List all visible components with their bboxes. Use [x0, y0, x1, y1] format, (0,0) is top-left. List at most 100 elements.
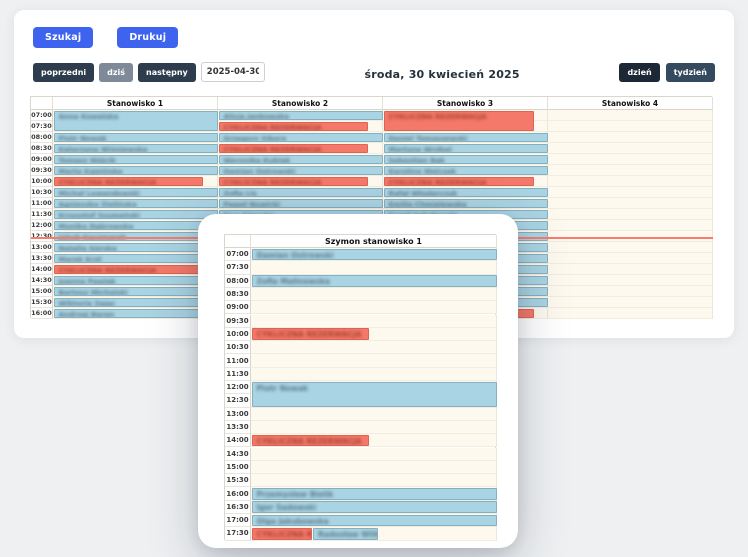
time-cell: 15:00 [225, 460, 251, 475]
booking-block[interactable]: Weronika Kubiak [218, 154, 383, 164]
booking-block[interactable]: Katarzyna Wiśniewska [53, 143, 218, 153]
slot-cell[interactable] [548, 297, 713, 308]
search-button[interactable]: Szukaj [33, 27, 94, 48]
slot-cell[interactable] [548, 275, 713, 286]
recurring-block[interactable]: CYKLICZNA REZERWACJA [53, 264, 203, 274]
booking-block[interactable]: Grzegorz Sikora [218, 132, 383, 142]
booking-block[interactable]: Krzysztof Szymański [53, 209, 218, 219]
slot-cell[interactable] [251, 407, 497, 421]
slot-cell[interactable] [548, 308, 713, 319]
booking-block[interactable]: Natalia Górska [53, 242, 218, 252]
slot-cell[interactable] [548, 264, 713, 275]
booking-block[interactable]: Daniel Tomaszewski [383, 132, 548, 142]
slot-cell[interactable] [548, 242, 713, 253]
time-cell: 14:30 [225, 447, 251, 461]
today-button[interactable]: dziś [99, 62, 134, 82]
time-cell: 15:30 [225, 474, 251, 488]
slot-cell[interactable] [548, 176, 713, 187]
block-label: Marek Król [58, 255, 102, 263]
booking-block[interactable]: Paweł Nowicki [218, 198, 383, 208]
booking-block[interactable]: Piotr Nowak [53, 132, 218, 142]
time-cell: 11:30 [225, 367, 251, 381]
booking-block[interactable]: Agnieszka Zielińska [53, 198, 218, 208]
time-cell: 11:30 [31, 209, 53, 220]
recurring-block[interactable]: CYKLICZNA REZERWACJA [251, 328, 369, 341]
block-label: Weronika Kubiak [223, 156, 291, 164]
slot-cell[interactable] [251, 301, 497, 315]
recurring-block[interactable]: CYKLICZNA REZERWACJA [251, 434, 369, 447]
slot-cell[interactable] [548, 132, 713, 143]
slot-cell[interactable] [548, 286, 713, 297]
slot-cell[interactable] [548, 110, 713, 121]
booking-block[interactable]: Zofia Malinowska [251, 275, 497, 287]
slot-cell[interactable] [548, 154, 713, 165]
booking-block[interactable]: Tomasz Wójcik [53, 154, 218, 164]
booking-block[interactable]: Karolina Walczak [383, 165, 548, 175]
recurring-block[interactable]: CYKLICZNA REZERWACJA [383, 176, 535, 186]
slot-cell[interactable] [251, 287, 497, 302]
slot-cell[interactable] [251, 314, 497, 328]
booking-block[interactable]: Piotr Nowak [251, 381, 497, 407]
time-cell: 13:00 [225, 407, 251, 421]
slot-cell[interactable] [548, 143, 713, 154]
booking-block[interactable]: Radosław Wilk [313, 527, 379, 540]
booking-block[interactable]: Michał Lewandowski [53, 187, 218, 197]
slot-cell[interactable] [251, 474, 497, 488]
print-button[interactable]: Drukuj [117, 27, 179, 48]
booking-block[interactable]: Andrzej Baran [53, 308, 218, 318]
slot-cell[interactable] [251, 354, 497, 368]
slot-cell[interactable] [548, 198, 713, 209]
booking-block[interactable]: Damian Ostrowski [251, 248, 497, 261]
previous-day-button[interactable]: poprzedni [33, 62, 95, 82]
recurring-block[interactable]: CYKLICZNA REZERWACJA [218, 143, 368, 153]
booking-block[interactable]: Igor Sadowski [251, 501, 497, 513]
recurring-block[interactable]: CYKLICZNA REZERWACJA [218, 176, 368, 186]
booking-block[interactable]: Damian Ostrowski [218, 165, 383, 175]
block-label: Jakub Kaczmarek [55, 233, 217, 241]
block-label: CYKLICZNA REZERWACJA [256, 436, 362, 446]
booking-block[interactable]: Rafał Włodarczyk [383, 187, 548, 197]
recurring-block[interactable]: CYKLICZNA REZERWACJA [53, 176, 203, 186]
recurring-block[interactable]: CYKLICZNA REZERWACJA [383, 110, 535, 131]
recurring-block[interactable]: CYKLICZNA REZERWACJA [218, 121, 368, 131]
next-day-button[interactable]: następny [138, 62, 196, 82]
block-label: Damian Ostrowski [256, 250, 334, 260]
slot-cell[interactable] [251, 261, 497, 275]
week-view-button[interactable]: tydzień [665, 62, 715, 82]
day-view-button[interactable]: dzień [619, 62, 660, 82]
block-label: Krzysztof Szymański [58, 211, 140, 219]
slot-cell[interactable] [251, 341, 497, 355]
time-cell: 09:00 [31, 154, 53, 165]
slot-cell[interactable] [251, 367, 497, 381]
slot-cell[interactable] [548, 187, 713, 198]
block-label: Michał Lewandowski [58, 189, 140, 197]
booking-block[interactable]: Joanna Pawlak [53, 275, 218, 285]
booking-block[interactable]: Sebastian Bąk [383, 154, 548, 164]
booking-block[interactable]: Monika Dąbrowska [53, 220, 218, 230]
slot-cell[interactable] [548, 253, 713, 264]
slot-cell[interactable] [548, 165, 713, 176]
booking-block[interactable]: Anna Kowalska [53, 110, 218, 131]
slot-cell[interactable] [548, 220, 713, 231]
booking-block[interactable]: Emilia Chmielewska [383, 198, 548, 208]
booking-block[interactable]: Marta Kamińska [53, 165, 218, 175]
booking-block[interactable]: Alicja Jankowska [218, 110, 383, 120]
booking-block[interactable]: Bartosz Michalski [53, 286, 218, 296]
recurring-block[interactable]: CYKLICZNA REZERWACJA [251, 527, 312, 540]
slot-cell[interactable] [251, 447, 497, 461]
booking-block[interactable]: Martyna Wróbel [383, 143, 548, 153]
slot-cell[interactable] [548, 209, 713, 220]
slot-cell[interactable] [548, 231, 713, 242]
slot-cell[interactable] [251, 420, 497, 435]
slot-cell[interactable] [548, 121, 713, 132]
booking-block[interactable]: Przemysław Bielik [251, 487, 497, 500]
date-input[interactable] [200, 62, 265, 82]
booking-block[interactable]: Marek Król [53, 253, 218, 263]
time-cell: 14:30 [31, 275, 53, 286]
time-column-header [31, 97, 53, 110]
booking-block[interactable]: Olga Jakubowska [251, 514, 497, 527]
block-label: Karolina Walczak [388, 167, 457, 175]
booking-block[interactable]: Wiktoria Zając [53, 297, 218, 307]
slot-cell[interactable] [251, 460, 497, 475]
booking-block[interactable]: Zofia Lis [218, 187, 383, 197]
